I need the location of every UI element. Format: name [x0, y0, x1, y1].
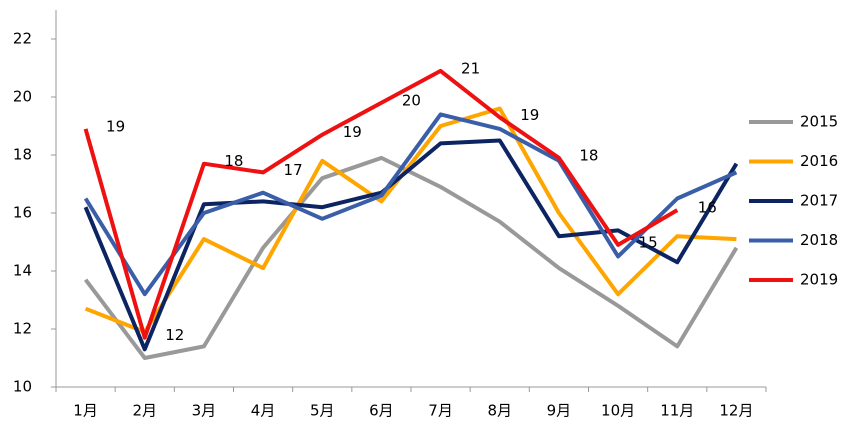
legend-label: 2018 — [800, 231, 838, 249]
data-label: 19 — [343, 123, 362, 141]
data-label: 21 — [461, 59, 480, 77]
x-tick-label: 3月 — [192, 402, 217, 420]
y-tick-label: 14 — [13, 262, 32, 280]
x-tick-label: 9月 — [547, 402, 572, 420]
data-label: 19 — [106, 117, 125, 135]
series-line — [83, 112, 738, 297]
data-label: 20 — [402, 91, 421, 109]
y-tick-label: 18 — [13, 146, 32, 164]
legend-label: 2019 — [800, 271, 838, 289]
series-line — [83, 155, 739, 360]
x-tick-label: 10月 — [601, 402, 635, 420]
x-tick-label: 8月 — [487, 402, 512, 420]
y-tick-label: 16 — [13, 204, 32, 222]
series-line — [83, 68, 679, 340]
data-label: 18 — [224, 152, 243, 170]
y-tick-label: 10 — [13, 378, 32, 396]
x-tick-label: 12月 — [719, 402, 753, 420]
data-label: 19 — [520, 106, 539, 124]
data-label: 12 — [165, 326, 184, 344]
x-tick-label: 6月 — [369, 402, 394, 420]
data-label: 15 — [639, 233, 658, 251]
legend-label: 2015 — [800, 113, 838, 131]
data-label: 16 — [698, 199, 717, 217]
y-tick-label: 12 — [13, 320, 32, 338]
data-label: 18 — [579, 146, 598, 164]
x-tick-label: 11月 — [660, 402, 694, 420]
x-tick-label: 1月 — [73, 402, 98, 420]
y-tick-label: 20 — [13, 88, 32, 106]
y-tick-label: 22 — [13, 30, 32, 48]
x-tick-label: 7月 — [428, 402, 453, 420]
x-tick-label: 2月 — [132, 402, 157, 420]
series-line — [84, 106, 737, 334]
legend-label: 2016 — [800, 152, 838, 170]
x-tick-label: 4月 — [251, 402, 276, 420]
legend-label: 2017 — [800, 192, 838, 210]
data-label: 17 — [284, 161, 303, 179]
x-tick-label: 5月 — [310, 402, 335, 420]
